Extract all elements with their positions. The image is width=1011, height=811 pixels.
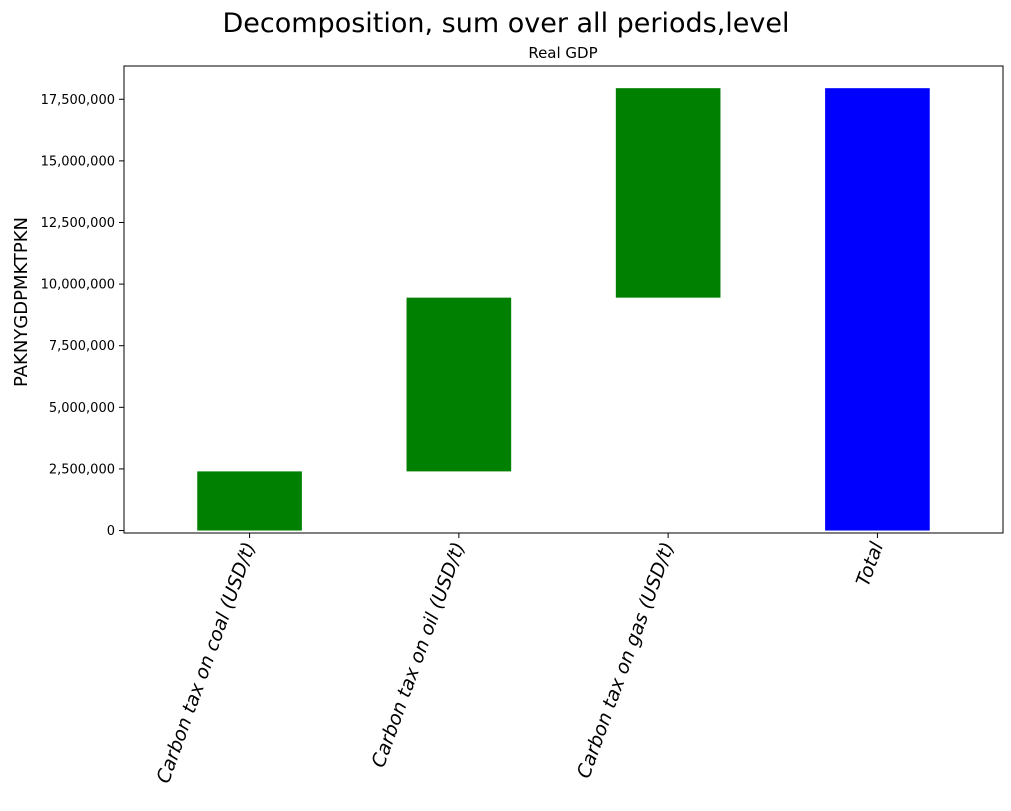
chart-subtitle: Real GDP [528, 44, 597, 62]
chart-title: Decomposition, sum over all periods,leve… [222, 8, 789, 39]
y-axis-label: PAKNYGDPMKTPKN [11, 217, 32, 387]
y-axis-ticks: 0 2,500,000 5,000,000 7,500,000 10,000,000 12… [41, 93, 124, 539]
x-tick-label: Total [852, 539, 888, 590]
bars-group [197, 88, 930, 531]
bar-2 [406, 297, 512, 472]
y-tick-label: 17,500,000 [41, 93, 115, 108]
y-tick-label: 2,500,000 [49, 462, 115, 477]
y-tick-label: 10,000,000 [41, 278, 115, 293]
x-tick-label: Carbon tax on oil (USD/t) [367, 539, 469, 770]
y-tick-label: 5,000,000 [49, 401, 115, 416]
y-tick-label: 12,500,000 [41, 216, 115, 231]
y-tick-label: 0 [107, 524, 115, 539]
y-tick-label: 7,500,000 [49, 339, 115, 354]
x-tick-label: Carbon tax on gas (USD/t) [573, 539, 679, 781]
x-axis-ticks: Carbon tax on coal (USD/t) Carbon tax on … [152, 533, 888, 786]
bar-4 [825, 88, 930, 531]
x-tick-label: Carbon tax on coal (USD/t) [152, 539, 260, 786]
bar-1 [197, 471, 302, 531]
bar-3 [615, 88, 721, 298]
plot-frame [123, 65, 1004, 534]
y-tick-label: 15,000,000 [41, 154, 115, 169]
